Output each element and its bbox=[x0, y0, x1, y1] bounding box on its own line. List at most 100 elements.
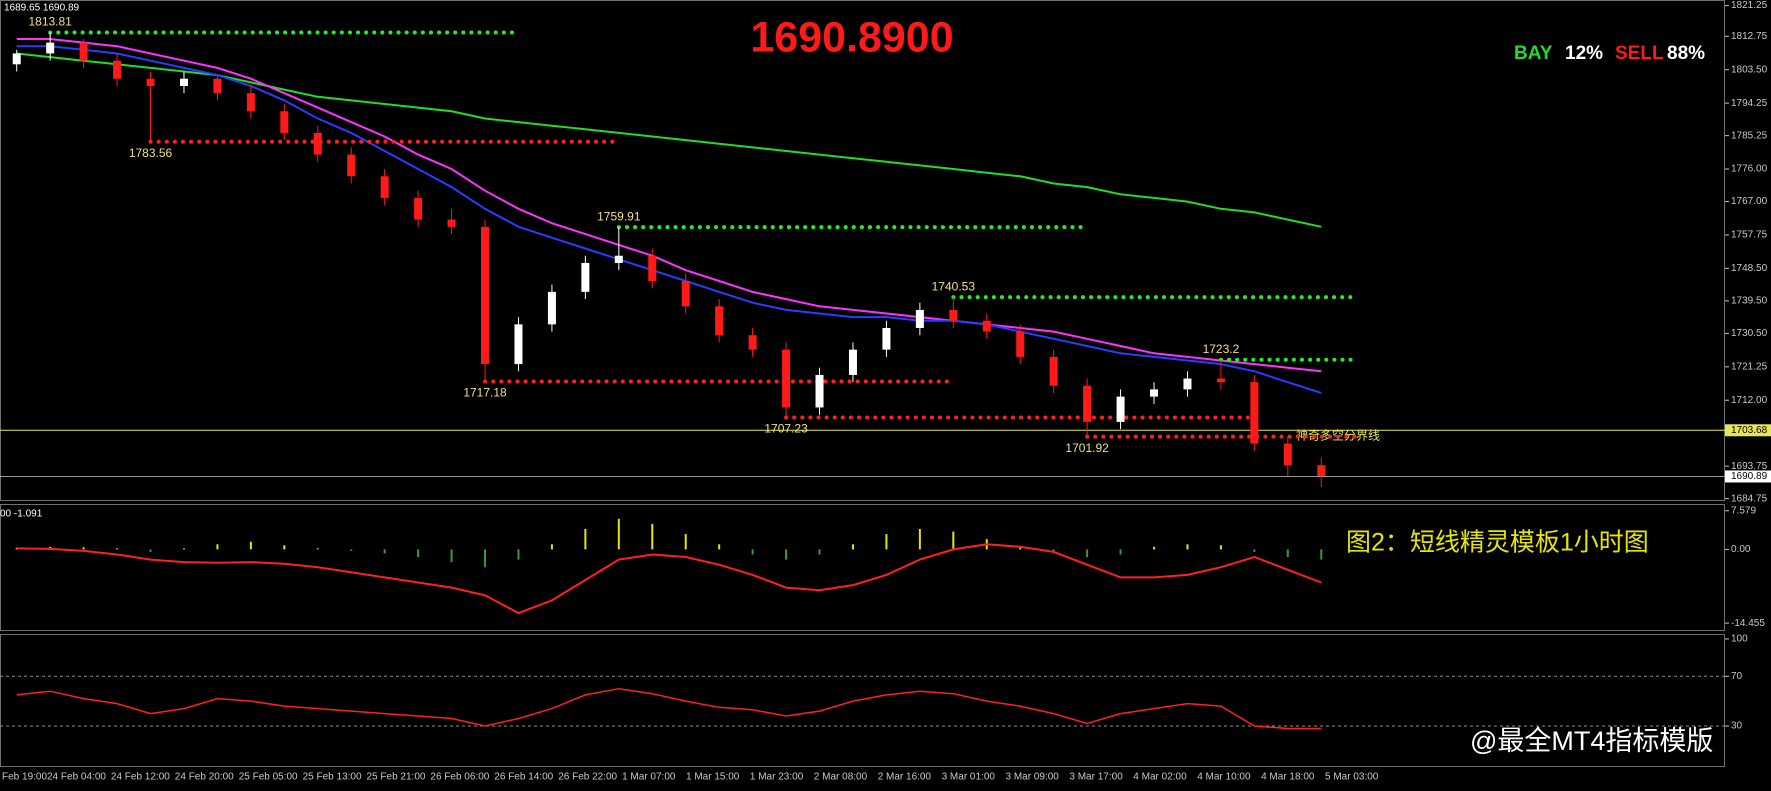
y-tick-label: 1785.25 bbox=[1731, 130, 1768, 141]
x-tick-label: 3 Mar 09:00 bbox=[1006, 772, 1060, 783]
candle-body bbox=[915, 309, 924, 328]
y-tick-label: 1721.25 bbox=[1731, 361, 1768, 372]
y-tick-label: 1757.75 bbox=[1731, 230, 1768, 241]
candle-body bbox=[1049, 356, 1058, 386]
y-tick-label: -14.455 bbox=[1731, 618, 1765, 629]
candle-body bbox=[581, 262, 590, 292]
x-tick-label: 4 Mar 02:00 bbox=[1133, 772, 1187, 783]
moving-average bbox=[16, 38, 1322, 373]
x-tick-label: 2 Mar 16:00 bbox=[878, 772, 932, 783]
candle-body bbox=[1016, 331, 1025, 357]
bay-pct: 12% bbox=[1565, 43, 1603, 64]
y-tick-label: 7.579 bbox=[1731, 505, 1756, 516]
candle-body bbox=[347, 154, 356, 177]
y-tick-label: 30 bbox=[1731, 721, 1743, 732]
x-tick-label: 26 Feb 06:00 bbox=[430, 772, 489, 783]
candle-body bbox=[614, 255, 623, 263]
candle-body bbox=[882, 327, 891, 350]
y-tick-label: 1730.50 bbox=[1731, 328, 1768, 339]
y-tick-label: 1767.00 bbox=[1731, 196, 1768, 207]
y-tick-label: 70 bbox=[1731, 671, 1743, 682]
price-label: 1701.92 bbox=[1065, 441, 1109, 455]
candle-body bbox=[380, 176, 389, 198]
y-tick-label: 1794.25 bbox=[1731, 98, 1768, 109]
candle-body bbox=[1250, 382, 1259, 444]
candle-body bbox=[1083, 385, 1092, 422]
y-tick-label: 1803.50 bbox=[1731, 64, 1768, 75]
candle-body bbox=[514, 324, 523, 365]
y-tick-label: 1821.25 bbox=[1731, 0, 1768, 11]
y-tick-label: 1739.50 bbox=[1731, 296, 1768, 307]
candle-body bbox=[1116, 396, 1125, 422]
y-tick-label: 100 bbox=[1731, 634, 1748, 645]
x-tick-label: Feb 19:00 bbox=[2, 772, 47, 783]
candle-body bbox=[414, 197, 423, 220]
candle-body bbox=[782, 349, 791, 408]
x-tick-label: 4 Mar 10:00 bbox=[1197, 772, 1251, 783]
x-tick-label: 5 Mar 03:00 bbox=[1325, 772, 1379, 783]
price-label: 1740.53 bbox=[932, 279, 976, 293]
candle-body bbox=[681, 281, 690, 307]
candle-body bbox=[1216, 378, 1225, 383]
y-tick-label: 1776.00 bbox=[1731, 164, 1768, 175]
moving-average bbox=[16, 52, 1322, 228]
candle-body bbox=[46, 42, 55, 54]
y-tick-label: 0.00 bbox=[1731, 544, 1751, 555]
x-tick-label: 25 Feb 13:00 bbox=[303, 772, 362, 783]
price-tag bbox=[1725, 470, 1771, 483]
sell-pct: 88% bbox=[1667, 43, 1705, 64]
candle-body bbox=[982, 320, 991, 332]
y-tick-label: 1693.75 bbox=[1731, 461, 1768, 472]
price-label: 1813.81 bbox=[28, 15, 72, 29]
x-tick-label: 24 Feb 04:00 bbox=[47, 772, 106, 783]
x-tick-label: 2 Mar 08:00 bbox=[814, 772, 868, 783]
y-tick-label: 1712.00 bbox=[1731, 395, 1768, 406]
panel-frame bbox=[0, 634, 1725, 767]
price-tag-label: 1690.89 bbox=[1731, 471, 1768, 482]
candle-body bbox=[1317, 465, 1326, 477]
candle-body bbox=[12, 53, 21, 65]
candle-body bbox=[313, 132, 322, 155]
x-tick-label: 3 Mar 17:00 bbox=[1069, 772, 1123, 783]
panel-frame bbox=[0, 0, 1725, 501]
price-title: 1690.8900 bbox=[750, 13, 953, 61]
candle-body bbox=[715, 306, 724, 336]
candle-body bbox=[848, 349, 857, 375]
candle-body bbox=[213, 78, 222, 94]
x-tick-label: 3 Mar 01:00 bbox=[942, 772, 996, 783]
candle-body bbox=[79, 42, 88, 61]
x-tick-label: 26 Feb 22:00 bbox=[558, 772, 617, 783]
price-label: 1707.23 bbox=[764, 422, 808, 436]
boundary-tag bbox=[1725, 424, 1771, 437]
candle-body bbox=[1150, 389, 1159, 397]
bay-label: BAY bbox=[1514, 43, 1553, 64]
candle-body bbox=[547, 291, 556, 325]
candle-body bbox=[246, 93, 255, 112]
macd-header: 00 -1.091 bbox=[0, 509, 43, 520]
y-tick-label: 1812.75 bbox=[1731, 31, 1768, 42]
candle-body bbox=[113, 60, 122, 79]
candle-body bbox=[1183, 378, 1192, 390]
candle-body bbox=[146, 78, 155, 86]
candle-body bbox=[949, 309, 958, 321]
y-tick-label: 1748.50 bbox=[1731, 263, 1768, 274]
x-tick-label: 26 Feb 14:00 bbox=[494, 772, 553, 783]
price-label: 1759.91 bbox=[597, 209, 641, 223]
boundary-tag-label: 1703.68 bbox=[1731, 425, 1768, 436]
rsi-line bbox=[16, 687, 1322, 730]
ohlc-text: 1689.65 1690.89 bbox=[4, 3, 80, 14]
x-tick-label: 1 Mar 15:00 bbox=[686, 772, 740, 783]
candle-body bbox=[648, 255, 657, 282]
sell-label: SELL bbox=[1615, 43, 1664, 64]
x-tick-label: 24 Feb 20:00 bbox=[175, 772, 234, 783]
price-label: 1783.56 bbox=[129, 146, 173, 160]
candle-body bbox=[280, 111, 289, 133]
y-tick-label: 1684.75 bbox=[1731, 493, 1768, 504]
candle-body bbox=[179, 78, 188, 86]
x-tick-label: 24 Feb 12:00 bbox=[111, 772, 170, 783]
price-label: 1723.2 bbox=[1203, 342, 1240, 356]
panel-frame bbox=[0, 504, 1725, 631]
x-tick-label: 4 Mar 18:00 bbox=[1261, 772, 1315, 783]
x-tick-label: 25 Feb 05:00 bbox=[239, 772, 298, 783]
